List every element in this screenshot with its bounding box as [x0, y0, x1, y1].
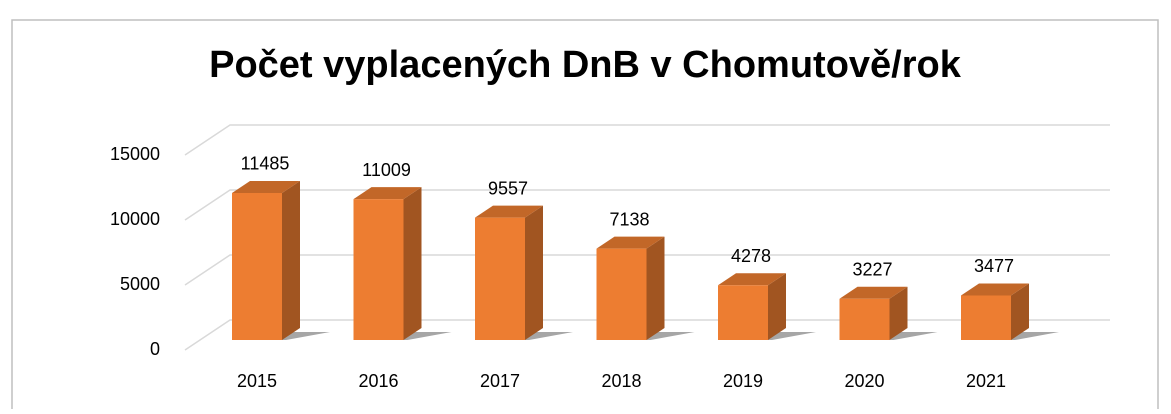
bar [353, 187, 452, 340]
chart-frame [11, 19, 1159, 414]
bar-side [646, 236, 665, 340]
bar-side [889, 286, 908, 340]
value-label: 11485 [241, 154, 290, 174]
bar-side [282, 180, 300, 340]
bar-front [475, 217, 525, 340]
bar [961, 283, 1059, 340]
bar-front [839, 298, 890, 340]
bar [839, 286, 938, 340]
bar [232, 180, 330, 340]
bar-front [718, 285, 768, 340]
bar-top [718, 273, 786, 286]
grid-line [184, 189, 1110, 221]
chart-title: Počet vyplacených DnB v Chomutově/rok [209, 44, 962, 86]
value-label: 3227 [852, 259, 892, 279]
x-tick-label: 2016 [358, 371, 398, 391]
y-tick-label: 10000 [110, 209, 160, 229]
grid-line [184, 124, 1110, 156]
bar-front [596, 248, 647, 340]
bar-top [353, 187, 422, 200]
bar [596, 236, 695, 340]
bar-side [403, 187, 422, 340]
x-tick-label: 2018 [601, 371, 641, 391]
bar-top [839, 286, 908, 299]
value-label: 4278 [731, 246, 771, 266]
y-tick-label: 5000 [120, 274, 160, 294]
value-label: 7138 [609, 209, 649, 229]
bar-side [1011, 283, 1029, 340]
grid-line [184, 254, 1110, 286]
bar-side [525, 205, 543, 340]
x-tick-label: 2020 [844, 371, 884, 391]
x-tick-label: 2017 [480, 371, 520, 391]
bar-top [232, 180, 300, 193]
value-label: 3477 [974, 256, 1014, 276]
x-tick-label: 2019 [723, 371, 763, 391]
bar-front [961, 295, 1011, 340]
x-tick-label: 2015 [237, 371, 277, 391]
bar [475, 205, 573, 340]
bar-side [768, 273, 786, 340]
bar-top [596, 236, 665, 249]
y-tick-label: 0 [150, 339, 160, 359]
grid-line [184, 319, 1110, 351]
bar-front [232, 192, 282, 340]
value-label: 9557 [488, 178, 528, 198]
y-tick-label: 15000 [110, 144, 160, 164]
bar-top [475, 205, 543, 218]
bar-front [353, 199, 404, 340]
value-label: 11009 [362, 160, 411, 180]
bar-top [961, 283, 1029, 296]
bar [718, 273, 816, 340]
x-tick-label: 2021 [966, 371, 1006, 391]
